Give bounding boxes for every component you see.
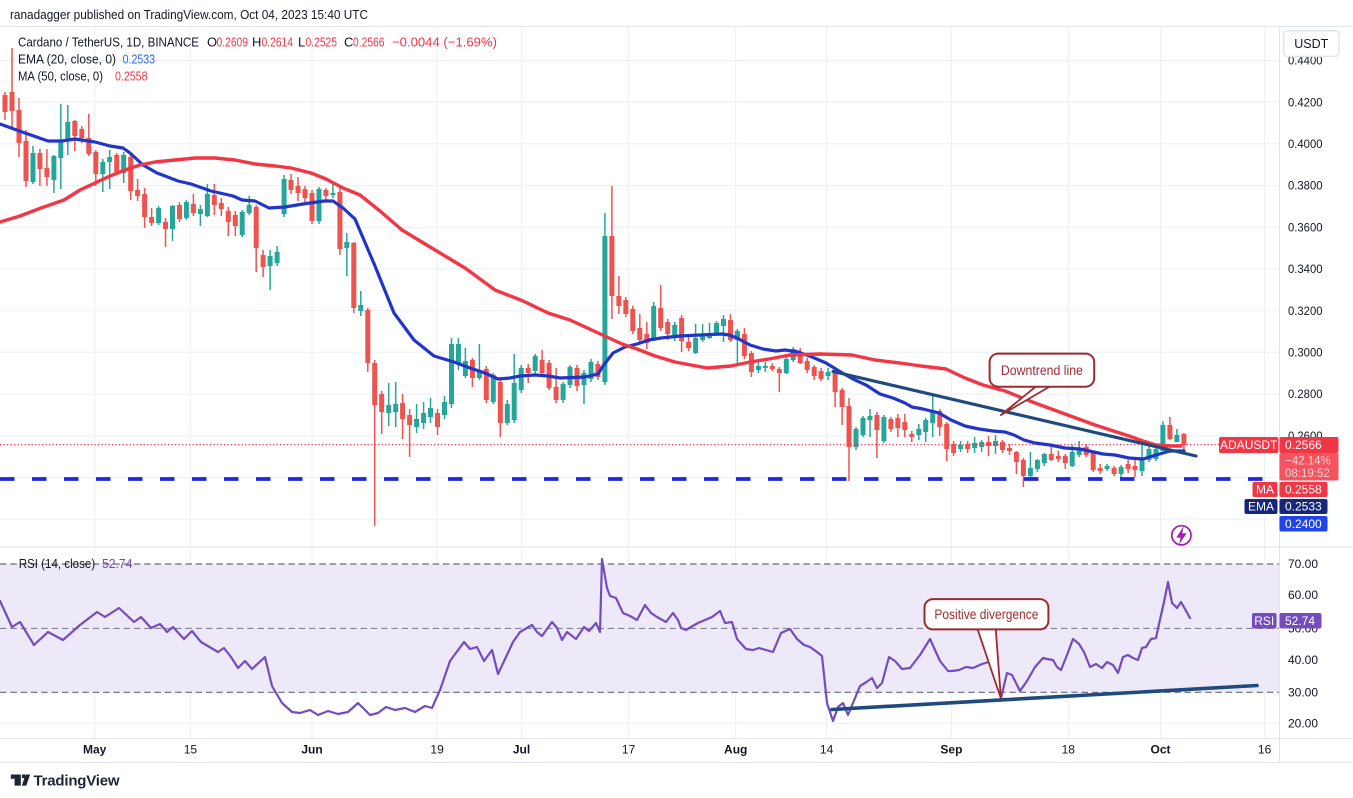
svg-text:Sep: Sep bbox=[940, 743, 962, 757]
svg-text:C: C bbox=[344, 35, 353, 50]
svg-text:MA: MA bbox=[1256, 483, 1274, 497]
svg-text:TradingView: TradingView bbox=[34, 773, 120, 790]
svg-text:16: 16 bbox=[1258, 743, 1272, 757]
svg-text:0.2558: 0.2558 bbox=[115, 69, 148, 84]
svg-text:08:19:52: 08:19:52 bbox=[1285, 468, 1330, 480]
svg-text:O: O bbox=[207, 35, 217, 50]
svg-text:H: H bbox=[252, 35, 261, 50]
svg-text:0.4200: 0.4200 bbox=[1288, 95, 1323, 109]
svg-text:0.2400: 0.2400 bbox=[1285, 517, 1322, 531]
svg-text:0.2533: 0.2533 bbox=[123, 52, 156, 67]
svg-text:Jun: Jun bbox=[301, 743, 322, 757]
svg-text:0.3200: 0.3200 bbox=[1288, 304, 1323, 318]
svg-text:40.00: 40.00 bbox=[1288, 653, 1318, 667]
svg-text:Downtrend line: Downtrend line bbox=[1001, 363, 1083, 378]
svg-text:USDT: USDT bbox=[1294, 37, 1328, 51]
svg-text:52.74: 52.74 bbox=[102, 556, 133, 571]
svg-text:0.2558: 0.2558 bbox=[1285, 483, 1322, 497]
svg-text:70.00: 70.00 bbox=[1288, 557, 1318, 571]
svg-text:Positive divergence: Positive divergence bbox=[934, 607, 1038, 622]
svg-text:0.4000: 0.4000 bbox=[1288, 137, 1323, 151]
svg-text:MA (50, close, 0): MA (50, close, 0) bbox=[18, 69, 103, 84]
svg-text:0.2609: 0.2609 bbox=[217, 35, 249, 50]
svg-text:0.3600: 0.3600 bbox=[1288, 220, 1323, 234]
svg-text:0.2566: 0.2566 bbox=[1285, 438, 1322, 452]
svg-text:RSI (14, close): RSI (14, close) bbox=[19, 556, 96, 571]
svg-text:RSI: RSI bbox=[1254, 614, 1274, 628]
svg-text:0.2533: 0.2533 bbox=[1285, 500, 1322, 514]
svg-text:15: 15 bbox=[184, 743, 198, 757]
svg-text:0.3000: 0.3000 bbox=[1288, 346, 1323, 360]
svg-text:EMA (20, close, 0): EMA (20, close, 0) bbox=[18, 52, 116, 67]
svg-text:0.2566: 0.2566 bbox=[353, 35, 385, 50]
svg-text:L: L bbox=[298, 35, 305, 50]
svg-text:0.2800: 0.2800 bbox=[1288, 387, 1323, 401]
svg-text:0.2614: 0.2614 bbox=[262, 35, 294, 50]
svg-text:20.00: 20.00 bbox=[1288, 716, 1318, 730]
svg-text:18: 18 bbox=[1062, 743, 1076, 757]
svg-text:19: 19 bbox=[430, 743, 444, 757]
svg-text:May: May bbox=[83, 743, 107, 757]
svg-text:0.3800: 0.3800 bbox=[1288, 179, 1323, 193]
svg-text:Aug: Aug bbox=[724, 743, 747, 757]
svg-text:17: 17 bbox=[622, 743, 636, 757]
svg-text:0.3400: 0.3400 bbox=[1288, 262, 1323, 276]
svg-text:−42.14%: −42.14% bbox=[1285, 456, 1331, 468]
svg-text:0.2525: 0.2525 bbox=[306, 35, 338, 50]
svg-text:ranadagger published on Tradin: ranadagger published on TradingView.com,… bbox=[10, 7, 368, 22]
svg-text:60.00: 60.00 bbox=[1288, 588, 1318, 602]
svg-text:EMA: EMA bbox=[1248, 500, 1274, 514]
svg-text:30.00: 30.00 bbox=[1288, 686, 1318, 700]
svg-text:Cardano / TetherUS, 1D, BINANC: Cardano / TetherUS, 1D, BINANCE bbox=[18, 35, 199, 50]
svg-text:14: 14 bbox=[820, 743, 834, 757]
svg-text:Jul: Jul bbox=[513, 743, 530, 757]
svg-text:ADAUSDT: ADAUSDT bbox=[1220, 438, 1278, 452]
svg-text:Oct: Oct bbox=[1150, 743, 1170, 757]
svg-text:52.74: 52.74 bbox=[1285, 614, 1315, 628]
svg-text:−0.0044 (−1.69%): −0.0044 (−1.69%) bbox=[392, 35, 497, 50]
